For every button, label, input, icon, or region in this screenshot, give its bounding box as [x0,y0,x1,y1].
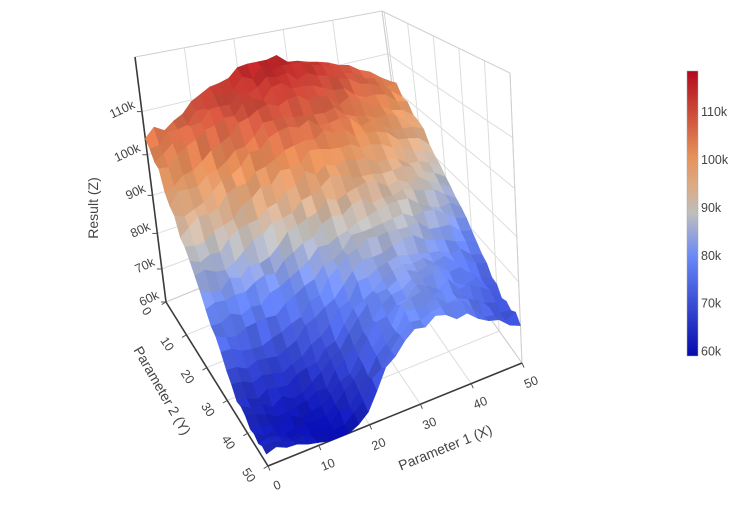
z-axis-tick-label: 70k [133,255,158,277]
y-tick-mark [161,301,167,306]
colorbar-tick-label: 90k [701,201,722,215]
x-axis-tick-label: 40 [471,394,489,412]
surface-mesh [145,55,521,455]
y-axis-tick-label: 10 [157,334,176,353]
y-axis-tick-label: 40 [219,433,238,452]
y-axis-tick-label: 30 [198,400,217,419]
z-axis-line [134,56,167,303]
y-axis-title: Parameter 2 (Y) [131,343,195,437]
colorbar-gradient [686,70,699,357]
z-axis-tick-label: 80k [128,219,153,241]
z-axis-tick-label: 90k [123,181,148,203]
backwall-top-edge [134,10,383,58]
x-tick-mark [419,404,423,409]
z-axis-tick-label: 100k [112,140,143,164]
y-axis-tick-label: 20 [178,367,197,386]
rightwall-z-gridline [387,53,513,139]
y-tick-mark [181,334,187,338]
z-axis-tick-label: 110k [107,97,137,121]
y-tick-mark [202,367,208,371]
x-axis-title: Parameter 1 (X) [396,421,494,473]
y-tick-mark [222,399,228,404]
x-tick-mark [369,424,373,430]
x-tick-mark [521,362,525,368]
colorbar-tick-label: 60k [701,345,722,359]
x-axis-tick-label: 20 [370,435,388,453]
y-tick-mark [243,432,248,437]
colorbar-tick-label: 100k [701,153,729,167]
x-axis-tick-label: 10 [319,456,337,474]
y-axis-line [165,301,269,467]
x-axis-tick-label: 0 [271,478,283,494]
colorbar: 60k 70k 80k 90k 100k 110k [686,70,729,359]
axis-lines [134,56,523,467]
colorbar-tick-label: 110k [701,105,728,119]
z-axis-title: Result (Z) [85,177,101,238]
x-tick-mark [267,465,271,471]
x-tick-mark [318,445,322,451]
y-tick-mark [263,465,269,470]
x-axis-tick-label: 30 [420,414,438,432]
x-axis-line [267,362,523,467]
y-axis-tick-label: 50 [239,466,258,485]
rightwall-z-gridline [392,87,516,190]
x-axis-tick-label: 50 [522,373,540,391]
x-tick-mark [470,383,474,389]
rightwall-top-edge [381,10,511,74]
colorbar-tick-label: 80k [701,249,722,263]
right-corner-edge [509,72,523,364]
surface-facet [505,311,521,326]
colorbar-tick-label: 70k [701,297,722,311]
